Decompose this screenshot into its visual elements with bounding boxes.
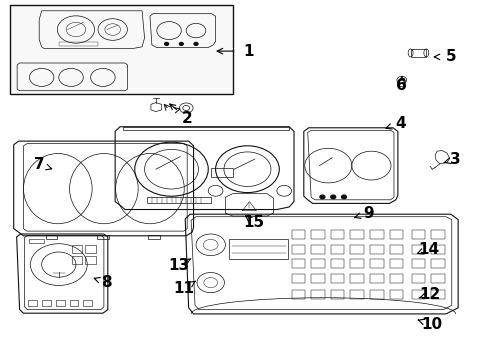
Bar: [431, 230, 445, 239]
Bar: [59, 42, 98, 46]
Bar: [148, 235, 160, 239]
Bar: [29, 239, 44, 243]
Bar: [350, 245, 364, 254]
Circle shape: [179, 42, 183, 45]
Bar: [311, 290, 325, 299]
Bar: [370, 230, 384, 239]
Bar: [28, 300, 37, 306]
Text: 14: 14: [418, 242, 440, 257]
Circle shape: [342, 195, 346, 199]
Bar: [72, 256, 82, 264]
Bar: [411, 49, 426, 57]
Bar: [10, 5, 233, 94]
Text: 7: 7: [34, 157, 45, 172]
Bar: [412, 259, 425, 268]
Bar: [331, 274, 344, 283]
Bar: [431, 245, 445, 254]
Bar: [399, 80, 405, 86]
Circle shape: [165, 42, 169, 45]
Bar: [431, 274, 445, 283]
Bar: [412, 245, 425, 254]
Bar: [70, 300, 78, 306]
Bar: [331, 259, 344, 268]
Bar: [42, 300, 51, 306]
Bar: [292, 245, 305, 254]
Text: 2: 2: [182, 111, 193, 126]
Bar: [46, 235, 57, 239]
Text: 12: 12: [419, 287, 441, 302]
Bar: [412, 274, 425, 283]
Bar: [390, 245, 403, 254]
Bar: [431, 259, 445, 268]
Text: 10: 10: [421, 317, 443, 332]
Text: 1: 1: [244, 44, 254, 59]
Bar: [431, 290, 445, 299]
Bar: [292, 274, 305, 283]
Bar: [292, 290, 305, 299]
Bar: [56, 300, 65, 306]
Text: 8: 8: [101, 275, 112, 290]
Text: 15: 15: [243, 215, 265, 230]
Bar: [350, 274, 364, 283]
Bar: [370, 290, 384, 299]
Bar: [350, 230, 364, 239]
Bar: [85, 245, 96, 253]
Bar: [370, 274, 384, 283]
Bar: [311, 245, 325, 254]
Bar: [350, 290, 364, 299]
Bar: [292, 259, 305, 268]
Bar: [211, 168, 233, 177]
Text: 3: 3: [450, 152, 461, 167]
Bar: [147, 197, 211, 203]
Text: 6: 6: [396, 78, 407, 93]
Circle shape: [194, 42, 198, 45]
Text: 13: 13: [168, 258, 190, 273]
Bar: [331, 245, 344, 254]
Bar: [331, 290, 344, 299]
Bar: [390, 230, 403, 239]
Bar: [370, 259, 384, 268]
Text: 9: 9: [363, 206, 374, 221]
Bar: [292, 230, 305, 239]
Text: 11: 11: [173, 281, 194, 296]
Bar: [390, 274, 403, 283]
Bar: [390, 290, 403, 299]
Bar: [350, 259, 364, 268]
Bar: [229, 239, 288, 259]
Bar: [83, 300, 92, 306]
Bar: [311, 259, 325, 268]
Circle shape: [331, 195, 336, 199]
Bar: [412, 290, 425, 299]
Bar: [311, 274, 325, 283]
Bar: [122, 127, 289, 130]
Bar: [72, 245, 82, 253]
Text: 4: 4: [395, 116, 406, 131]
Bar: [390, 259, 403, 268]
Bar: [97, 235, 109, 239]
Bar: [331, 230, 344, 239]
Bar: [370, 245, 384, 254]
Text: 5: 5: [445, 49, 456, 64]
Bar: [311, 230, 325, 239]
Circle shape: [320, 195, 325, 199]
Bar: [412, 230, 425, 239]
Bar: [85, 256, 96, 264]
